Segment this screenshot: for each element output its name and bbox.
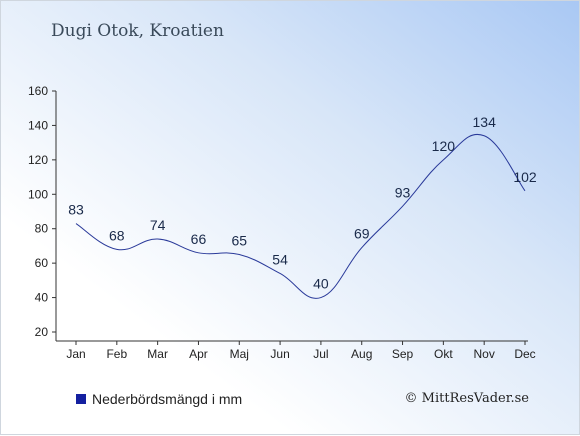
y-tick-label: 80 [35, 222, 49, 236]
data-label: 66 [191, 231, 207, 247]
data-label: 54 [272, 251, 288, 267]
data-labels: 83 68 74 66 65 54 40 69 93 120 134 102 [68, 114, 537, 292]
data-label: 134 [473, 114, 497, 130]
credit-text: © MittResVader.se [404, 391, 529, 406]
data-label: 69 [354, 226, 370, 242]
data-label: 83 [68, 202, 84, 218]
x-tick-label: Feb [106, 347, 127, 361]
data-label: 74 [150, 217, 166, 233]
axes [55, 91, 528, 342]
data-label: 102 [513, 169, 537, 185]
data-label: 120 [432, 138, 456, 154]
x-tick-label: Jan [66, 347, 85, 361]
legend-swatch [76, 394, 86, 404]
y-tick-label: 20 [35, 325, 49, 339]
y-tick-label: 140 [28, 118, 48, 132]
y-tick-label: 60 [35, 256, 49, 270]
x-tick-label: Okt [434, 347, 453, 361]
y-tick-label: 40 [35, 291, 49, 305]
y-tick-label: 120 [28, 153, 48, 167]
y-tick-label: 160 [28, 84, 48, 98]
x-tick-label: Apr [189, 347, 208, 361]
x-tick-label: Jul [313, 347, 328, 361]
data-label: 65 [231, 233, 247, 249]
x-tick-label: Maj [230, 347, 249, 361]
data-label: 68 [109, 227, 125, 243]
chart-title: Dugi Otok, Kroatien [51, 21, 224, 41]
x-tick-label: Mar [147, 347, 168, 361]
x-axis-ticks: Jan Feb Mar Apr Maj Jun Jul Aug Sep Okt Nov Dec [66, 341, 536, 361]
x-tick-label: Sep [392, 347, 414, 361]
series-line [75, 133, 526, 299]
legend: Nederbördsmängd i mm [76, 391, 242, 407]
x-tick-label: Nov [474, 347, 495, 361]
data-label: 40 [313, 276, 329, 292]
legend-label: Nederbördsmängd i mm [92, 391, 243, 407]
x-tick-label: Dec [514, 347, 535, 361]
x-tick-label: Aug [351, 347, 372, 361]
data-label: 93 [395, 184, 411, 200]
y-tick-label: 100 [28, 187, 48, 201]
y-axis-ticks: 20 40 60 80 100 120 140 160 [28, 84, 56, 339]
x-tick-label: Jun [270, 347, 289, 361]
